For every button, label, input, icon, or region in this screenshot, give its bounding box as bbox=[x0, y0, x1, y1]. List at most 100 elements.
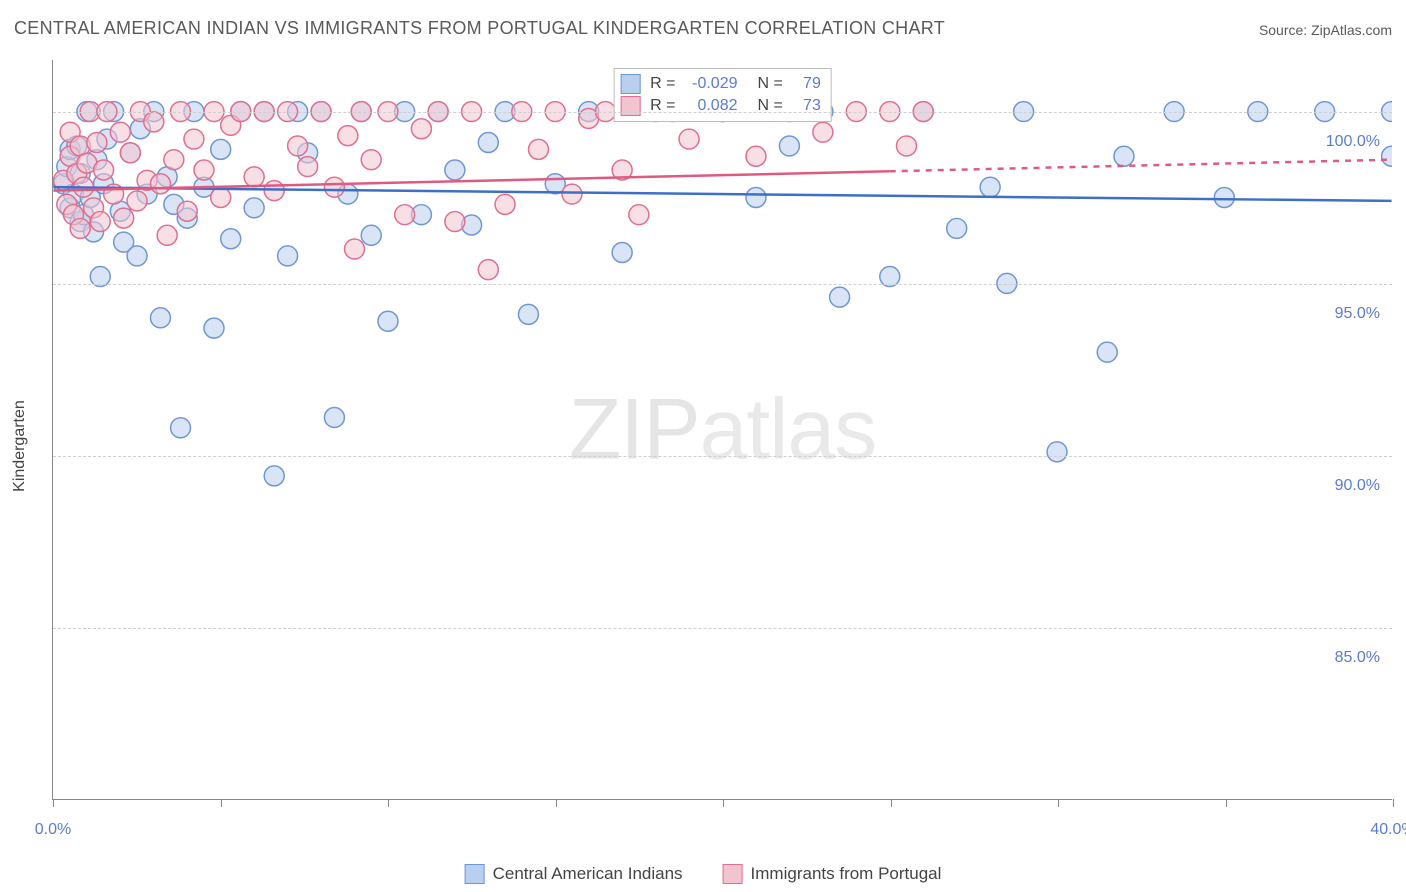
trendline-dashed bbox=[890, 160, 1392, 172]
scatter-point bbox=[478, 260, 498, 280]
scatter-point bbox=[221, 229, 241, 249]
scatter-point bbox=[127, 191, 147, 211]
scatter-point bbox=[94, 160, 114, 180]
scatter-point bbox=[150, 308, 170, 328]
scatter-point bbox=[679, 129, 699, 149]
scatter-point bbox=[324, 177, 344, 197]
series-swatch bbox=[620, 74, 640, 94]
scatter-point bbox=[90, 212, 110, 232]
x-tick bbox=[723, 799, 724, 807]
legend-label: Immigrants from Portugal bbox=[751, 864, 942, 884]
scatter-point bbox=[120, 143, 140, 163]
y-tick-label: 90.0% bbox=[1335, 477, 1380, 495]
scatter-point bbox=[244, 167, 264, 187]
x-tick bbox=[891, 799, 892, 807]
scatter-point bbox=[980, 177, 1000, 197]
trendline-solid bbox=[53, 171, 889, 190]
scatter-point bbox=[70, 218, 90, 238]
scatter-point bbox=[1114, 146, 1134, 166]
x-tick bbox=[556, 799, 557, 807]
r-value: -0.029 bbox=[686, 73, 738, 95]
scatter-point bbox=[1097, 342, 1117, 362]
scatter-plot-svg bbox=[53, 60, 1392, 799]
scatter-point bbox=[171, 418, 191, 438]
chart-plot-area: ZIPatlas R =-0.029N =79R =0.082N =73 85.… bbox=[52, 60, 1392, 800]
scatter-point bbox=[629, 205, 649, 225]
legend-item: Central American Indians bbox=[465, 864, 683, 884]
x-tick bbox=[1058, 799, 1059, 807]
chart-title: CENTRAL AMERICAN INDIAN VS IMMIGRANTS FR… bbox=[14, 18, 945, 39]
x-tick bbox=[1226, 799, 1227, 807]
y-tick-label: 85.0% bbox=[1335, 649, 1380, 667]
x-tick bbox=[388, 799, 389, 807]
r-value: 0.082 bbox=[686, 95, 738, 117]
legend: Central American Indians Immigrants from … bbox=[465, 864, 942, 884]
gridline-horizontal bbox=[53, 628, 1392, 629]
x-tick-label: 40.0% bbox=[1370, 821, 1406, 839]
scatter-point bbox=[298, 157, 318, 177]
scatter-point bbox=[1382, 146, 1392, 166]
scatter-point bbox=[445, 212, 465, 232]
scatter-point bbox=[445, 160, 465, 180]
n-value: 79 bbox=[793, 73, 821, 95]
legend-item: Immigrants from Portugal bbox=[723, 864, 942, 884]
legend-swatch bbox=[465, 864, 485, 884]
scatter-point bbox=[612, 242, 632, 262]
stats-row: R = -0.029 N = 79 bbox=[620, 73, 821, 95]
scatter-point bbox=[529, 139, 549, 159]
scatter-point bbox=[177, 201, 197, 221]
scatter-point bbox=[478, 133, 498, 153]
scatter-point bbox=[144, 112, 164, 132]
y-tick-label: 95.0% bbox=[1335, 305, 1380, 323]
scatter-point bbox=[164, 150, 184, 170]
r-label: R = bbox=[650, 73, 675, 95]
n-label: N = bbox=[758, 95, 783, 117]
scatter-point bbox=[244, 198, 264, 218]
scatter-point bbox=[830, 287, 850, 307]
x-tick bbox=[221, 799, 222, 807]
source-name: ZipAtlas.com bbox=[1311, 22, 1392, 38]
series-swatch bbox=[620, 96, 640, 116]
scatter-point bbox=[395, 205, 415, 225]
scatter-point bbox=[114, 208, 134, 228]
scatter-point bbox=[345, 239, 365, 259]
scatter-point bbox=[1047, 442, 1067, 462]
scatter-point bbox=[264, 466, 284, 486]
scatter-point bbox=[211, 188, 231, 208]
scatter-point bbox=[278, 246, 298, 266]
scatter-point bbox=[361, 150, 381, 170]
scatter-point bbox=[779, 136, 799, 156]
x-tick-label: 0.0% bbox=[35, 821, 71, 839]
stats-row: R =0.082N =73 bbox=[620, 95, 821, 117]
scatter-point bbox=[518, 304, 538, 324]
n-label: N = bbox=[758, 73, 783, 95]
scatter-point bbox=[184, 129, 204, 149]
legend-label: Central American Indians bbox=[493, 864, 683, 884]
scatter-point bbox=[211, 139, 231, 159]
x-tick bbox=[53, 799, 54, 807]
scatter-point bbox=[288, 136, 308, 156]
x-tick bbox=[1393, 799, 1394, 807]
scatter-point bbox=[194, 160, 214, 180]
scatter-point bbox=[324, 407, 344, 427]
scatter-point bbox=[204, 318, 224, 338]
y-axis-title: Kindergarten bbox=[11, 400, 29, 492]
y-tick-label: 100.0% bbox=[1326, 133, 1380, 151]
scatter-point bbox=[813, 122, 833, 142]
scatter-point bbox=[562, 184, 582, 204]
gridline-horizontal bbox=[53, 456, 1392, 457]
scatter-point bbox=[947, 218, 967, 238]
scatter-point bbox=[897, 136, 917, 156]
source-prefix: Source: bbox=[1259, 22, 1311, 38]
scatter-point bbox=[127, 246, 147, 266]
gridline-horizontal bbox=[53, 112, 1392, 113]
scatter-point bbox=[378, 311, 398, 331]
scatter-point bbox=[746, 188, 766, 208]
scatter-point bbox=[87, 133, 107, 153]
r-label: R = bbox=[650, 95, 675, 117]
correlation-stats-box: R =-0.029N =79R =0.082N =73 bbox=[613, 68, 832, 122]
scatter-point bbox=[495, 194, 515, 214]
scatter-point bbox=[150, 174, 170, 194]
scatter-point bbox=[110, 122, 130, 142]
scatter-point bbox=[746, 146, 766, 166]
